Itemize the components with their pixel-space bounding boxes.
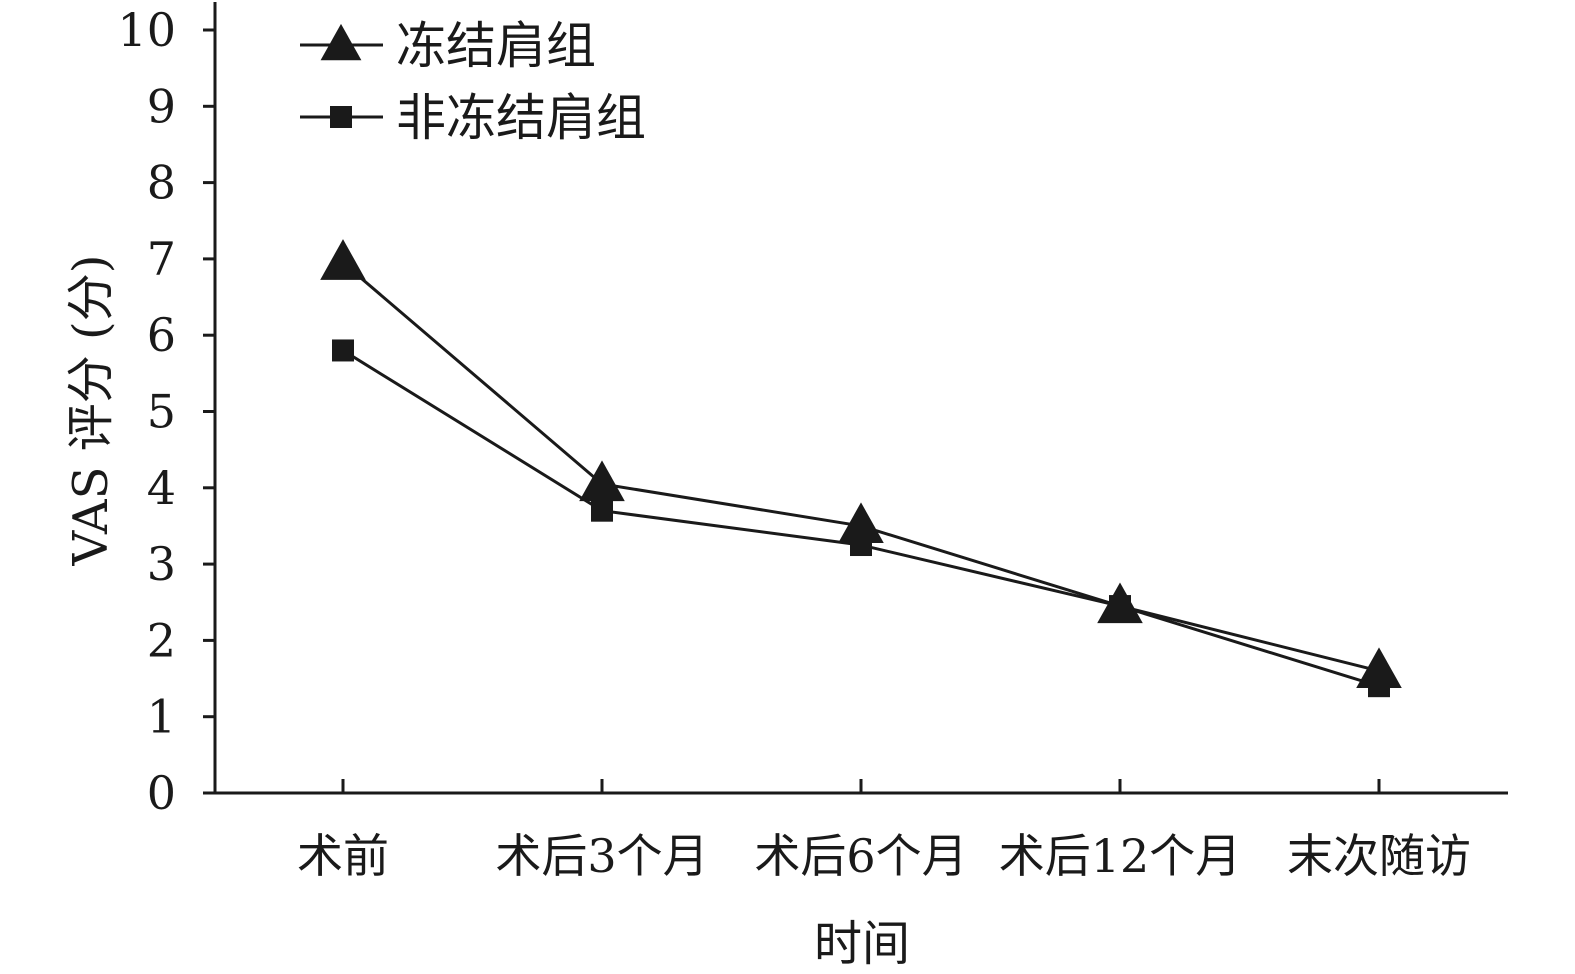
triangle-marker (320, 239, 366, 280)
x-category-label: 末次随访 (1287, 829, 1471, 883)
series-line (342, 261, 1380, 673)
y-tick-label: 10 (117, 3, 176, 57)
y-tick-label: 7 (147, 232, 176, 286)
series-square (332, 339, 1390, 698)
y-axis-title: VAS 评分 (分) (63, 255, 119, 567)
triangle-marker (838, 502, 884, 544)
x-category-label: 术后3个月 (495, 829, 708, 883)
y-tick-label: 2 (147, 613, 176, 667)
legend-square-marker (330, 106, 352, 128)
y-tick-label: 1 (147, 690, 176, 744)
square-marker (332, 339, 354, 362)
series-layer (320, 239, 1402, 698)
triangle-marker (579, 460, 625, 502)
legend-triangle-marker (320, 23, 362, 61)
x-ticks: 术前 术后3个月 术后6个月 术后12个月 末次随访 (297, 779, 1471, 883)
legend-label: 非冻结肩组 (396, 89, 646, 147)
axes: 0 1 2 3 4 5 6 7 8 9 10 术前 术后3个月 术后6个月 术后12个月 末次随访 (117, 2, 1508, 883)
square-marker (591, 499, 613, 522)
legend-item: 非冻结肩组 (300, 89, 646, 147)
y-tick-label: 6 (147, 308, 176, 362)
x-category-label: 术后12个月 (999, 829, 1242, 883)
legend-item: 冻结肩组 (300, 17, 596, 75)
square-marker (850, 534, 872, 557)
square-marker (1109, 595, 1131, 618)
y-tick-label: 9 (147, 79, 176, 133)
x-category-label: 术前 (297, 829, 389, 883)
triangle-marker (1356, 647, 1402, 689)
y-tick-label: 8 (147, 156, 176, 210)
x-category-label: 术后6个月 (754, 829, 967, 883)
legend-label: 冻结肩组 (396, 17, 596, 75)
x-axis-title: 时间 (814, 916, 910, 972)
y-tick-label: 5 (147, 385, 176, 439)
y-tick-label: 3 (147, 537, 176, 591)
y-tick-label: 0 (147, 766, 176, 820)
y-ticks: 0 1 2 3 4 5 6 7 8 9 10 (117, 3, 215, 820)
series-triangle (320, 239, 1402, 689)
square-marker (1368, 675, 1390, 698)
y-tick-label: 4 (147, 461, 176, 515)
